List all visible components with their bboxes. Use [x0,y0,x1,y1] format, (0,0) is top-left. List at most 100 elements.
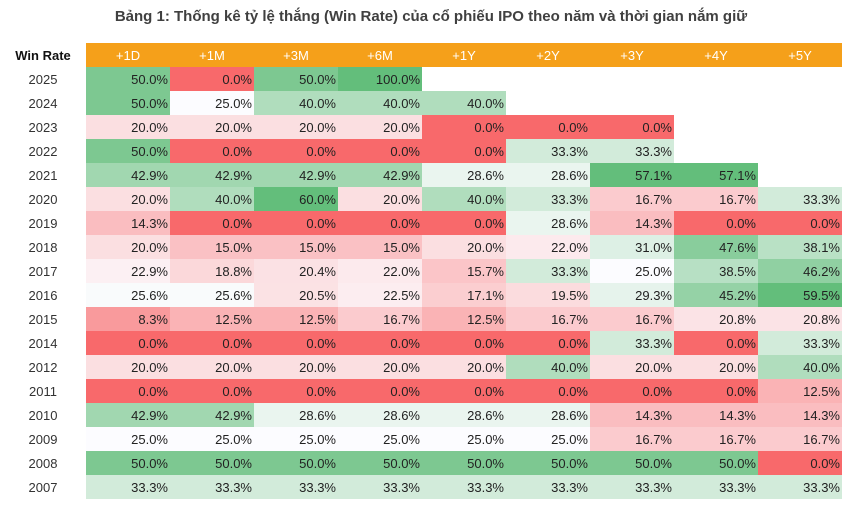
heatmap-cell: 50.0% [254,451,338,475]
table-row: 2023 20.0% 20.0% 20.0% 20.0% 0.0% 0.0% 0.0% [0,115,842,139]
heatmap-cell: 0.0% [422,211,506,235]
heatmap-cell: 38.5% [674,259,758,283]
heatmap-cell: 0.0% [338,331,422,355]
column-header: +4Y [674,43,758,67]
heatmap-cell: 0.0% [86,379,170,403]
heatmap-cell: 14.3% [86,211,170,235]
heatmap-cell: 45.2% [674,283,758,307]
heatmap-cell: 33.3% [758,331,842,355]
heatmap-cell: 33.3% [254,475,338,499]
heatmap-cell: 28.6% [506,403,590,427]
heatmap-cell: 0.0% [170,211,254,235]
table-body: 2025 50.0% 0.0% 50.0% 100.0% 2024 50.0% 25.0% 40… [0,67,842,499]
heatmap-cell: 46.2% [758,259,842,283]
heatmap-cell: 12.5% [758,379,842,403]
table-row: 2024 50.0% 25.0% 40.0% 40.0% 40.0% [0,91,842,115]
heatmap-cell: 40.0% [422,91,506,115]
heatmap-cell: 57.1% [590,163,674,187]
heatmap-cell: 25.0% [170,427,254,451]
heatmap-cell: 0.0% [170,139,254,163]
heatmap-cell: 0.0% [758,451,842,475]
heatmap-cell: 15.7% [422,259,506,283]
heatmap-cell [590,67,674,91]
heatmap-cell: 40.0% [254,91,338,115]
heatmap-cell: 18.8% [170,259,254,283]
heatmap-cell [422,67,506,91]
heatmap-cell: 25.0% [590,259,674,283]
heatmap-cell: 0.0% [758,211,842,235]
heatmap-cell [590,91,674,115]
heatmap-cell: 20.0% [338,187,422,211]
heatmap-cell: 14.3% [590,403,674,427]
heatmap-cell: 50.0% [422,451,506,475]
heatmap-cell: 17.1% [422,283,506,307]
table-row: 2011 0.0% 0.0% 0.0% 0.0% 0.0% 0.0% 0.0% 0.0% 12.5… [0,379,842,403]
row-year-label: 2018 [28,239,58,255]
row-year-label: 2014 [28,335,58,351]
heatmap-cell: 50.0% [86,91,170,115]
heatmap-cell [758,91,842,115]
row-year-label: 2025 [28,71,58,87]
row-year-label: 2023 [28,119,58,135]
row-year-label: 2012 [28,359,58,375]
heatmap-cell: 15.0% [170,235,254,259]
heatmap-cell [758,139,842,163]
heatmap-cell: 50.0% [590,451,674,475]
heatmap-cell: 38.1% [758,235,842,259]
heatmap-cell: 40.0% [338,91,422,115]
heatmap-cell: 50.0% [86,67,170,91]
heatmap-cell: 42.9% [86,163,170,187]
heatmap-cell: 33.3% [590,475,674,499]
heatmap-cell: 22.9% [86,259,170,283]
heatmap-cell: 33.3% [422,475,506,499]
heatmap-cell: 22.5% [338,283,422,307]
heatmap-cell: 16.7% [674,187,758,211]
heatmap-cell: 28.6% [506,163,590,187]
heatmap-cell: 25.6% [86,283,170,307]
heatmap-cell [506,67,590,91]
heatmap-cell [674,67,758,91]
row-year-label: 2021 [28,167,58,183]
heatmap-cell: 0.0% [338,139,422,163]
heatmap-cell: 0.0% [254,139,338,163]
heatmap-cell: 42.9% [254,163,338,187]
heatmap-cell [674,91,758,115]
heatmap-cell: 25.0% [254,427,338,451]
heatmap-cell: 0.0% [254,211,338,235]
heatmap-cell: 20.0% [86,355,170,379]
heatmap-cell: 14.3% [758,403,842,427]
heatmap-cell: 14.3% [590,211,674,235]
row-year-label: 2015 [28,311,58,327]
table-row: 2017 22.9% 18.8% 20.4% 22.0% 15.7% 33.3% 25.0% 3… [0,259,842,283]
heatmap-cell: 16.7% [338,307,422,331]
heatmap-cell: 33.3% [590,139,674,163]
heatmap-cell: 40.0% [506,355,590,379]
column-header: +1D [86,43,170,67]
table-row: 2014 0.0% 0.0% 0.0% 0.0% 0.0% 0.0% 33.3% 0.0% 33.… [0,331,842,355]
heatmap-cell: 20.0% [422,235,506,259]
heatmap-cell: 33.3% [506,475,590,499]
heatmap-cell: 20.0% [338,115,422,139]
table-row: 2022 50.0% 0.0% 0.0% 0.0% 0.0% 33.3% 33.3% [0,139,842,163]
heatmap-cell: 50.0% [506,451,590,475]
heatmap-cell: 50.0% [170,451,254,475]
heatmap-cell [758,115,842,139]
heatmap-cell: 0.0% [506,115,590,139]
heatmap-cell: 28.6% [254,403,338,427]
heatmap-cell: 20.0% [254,355,338,379]
heatmap-cell: 50.0% [254,67,338,91]
heatmap-cell: 28.6% [422,403,506,427]
heatmap-cell: 0.0% [674,331,758,355]
heatmap-cell: 31.0% [590,235,674,259]
heatmap-cell [506,91,590,115]
heatmap-cell: 0.0% [506,331,590,355]
heatmap-cell: 16.7% [590,187,674,211]
heatmap-cell: 25.6% [170,283,254,307]
heatmap-cell [758,67,842,91]
column-header: +3Y [590,43,674,67]
heatmap-cell: 50.0% [86,451,170,475]
heatmap-cell: 50.0% [674,451,758,475]
heatmap-cell: 8.3% [86,307,170,331]
heatmap-cell: 0.0% [590,379,674,403]
heatmap-cell: 14.3% [674,403,758,427]
